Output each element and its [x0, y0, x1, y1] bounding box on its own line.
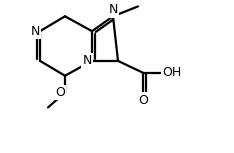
Text: N: N: [83, 54, 92, 67]
Text: O: O: [138, 94, 148, 107]
Text: N: N: [31, 25, 40, 38]
Text: O: O: [55, 86, 65, 99]
Text: N: N: [108, 3, 118, 16]
Text: OH: OH: [162, 66, 181, 79]
